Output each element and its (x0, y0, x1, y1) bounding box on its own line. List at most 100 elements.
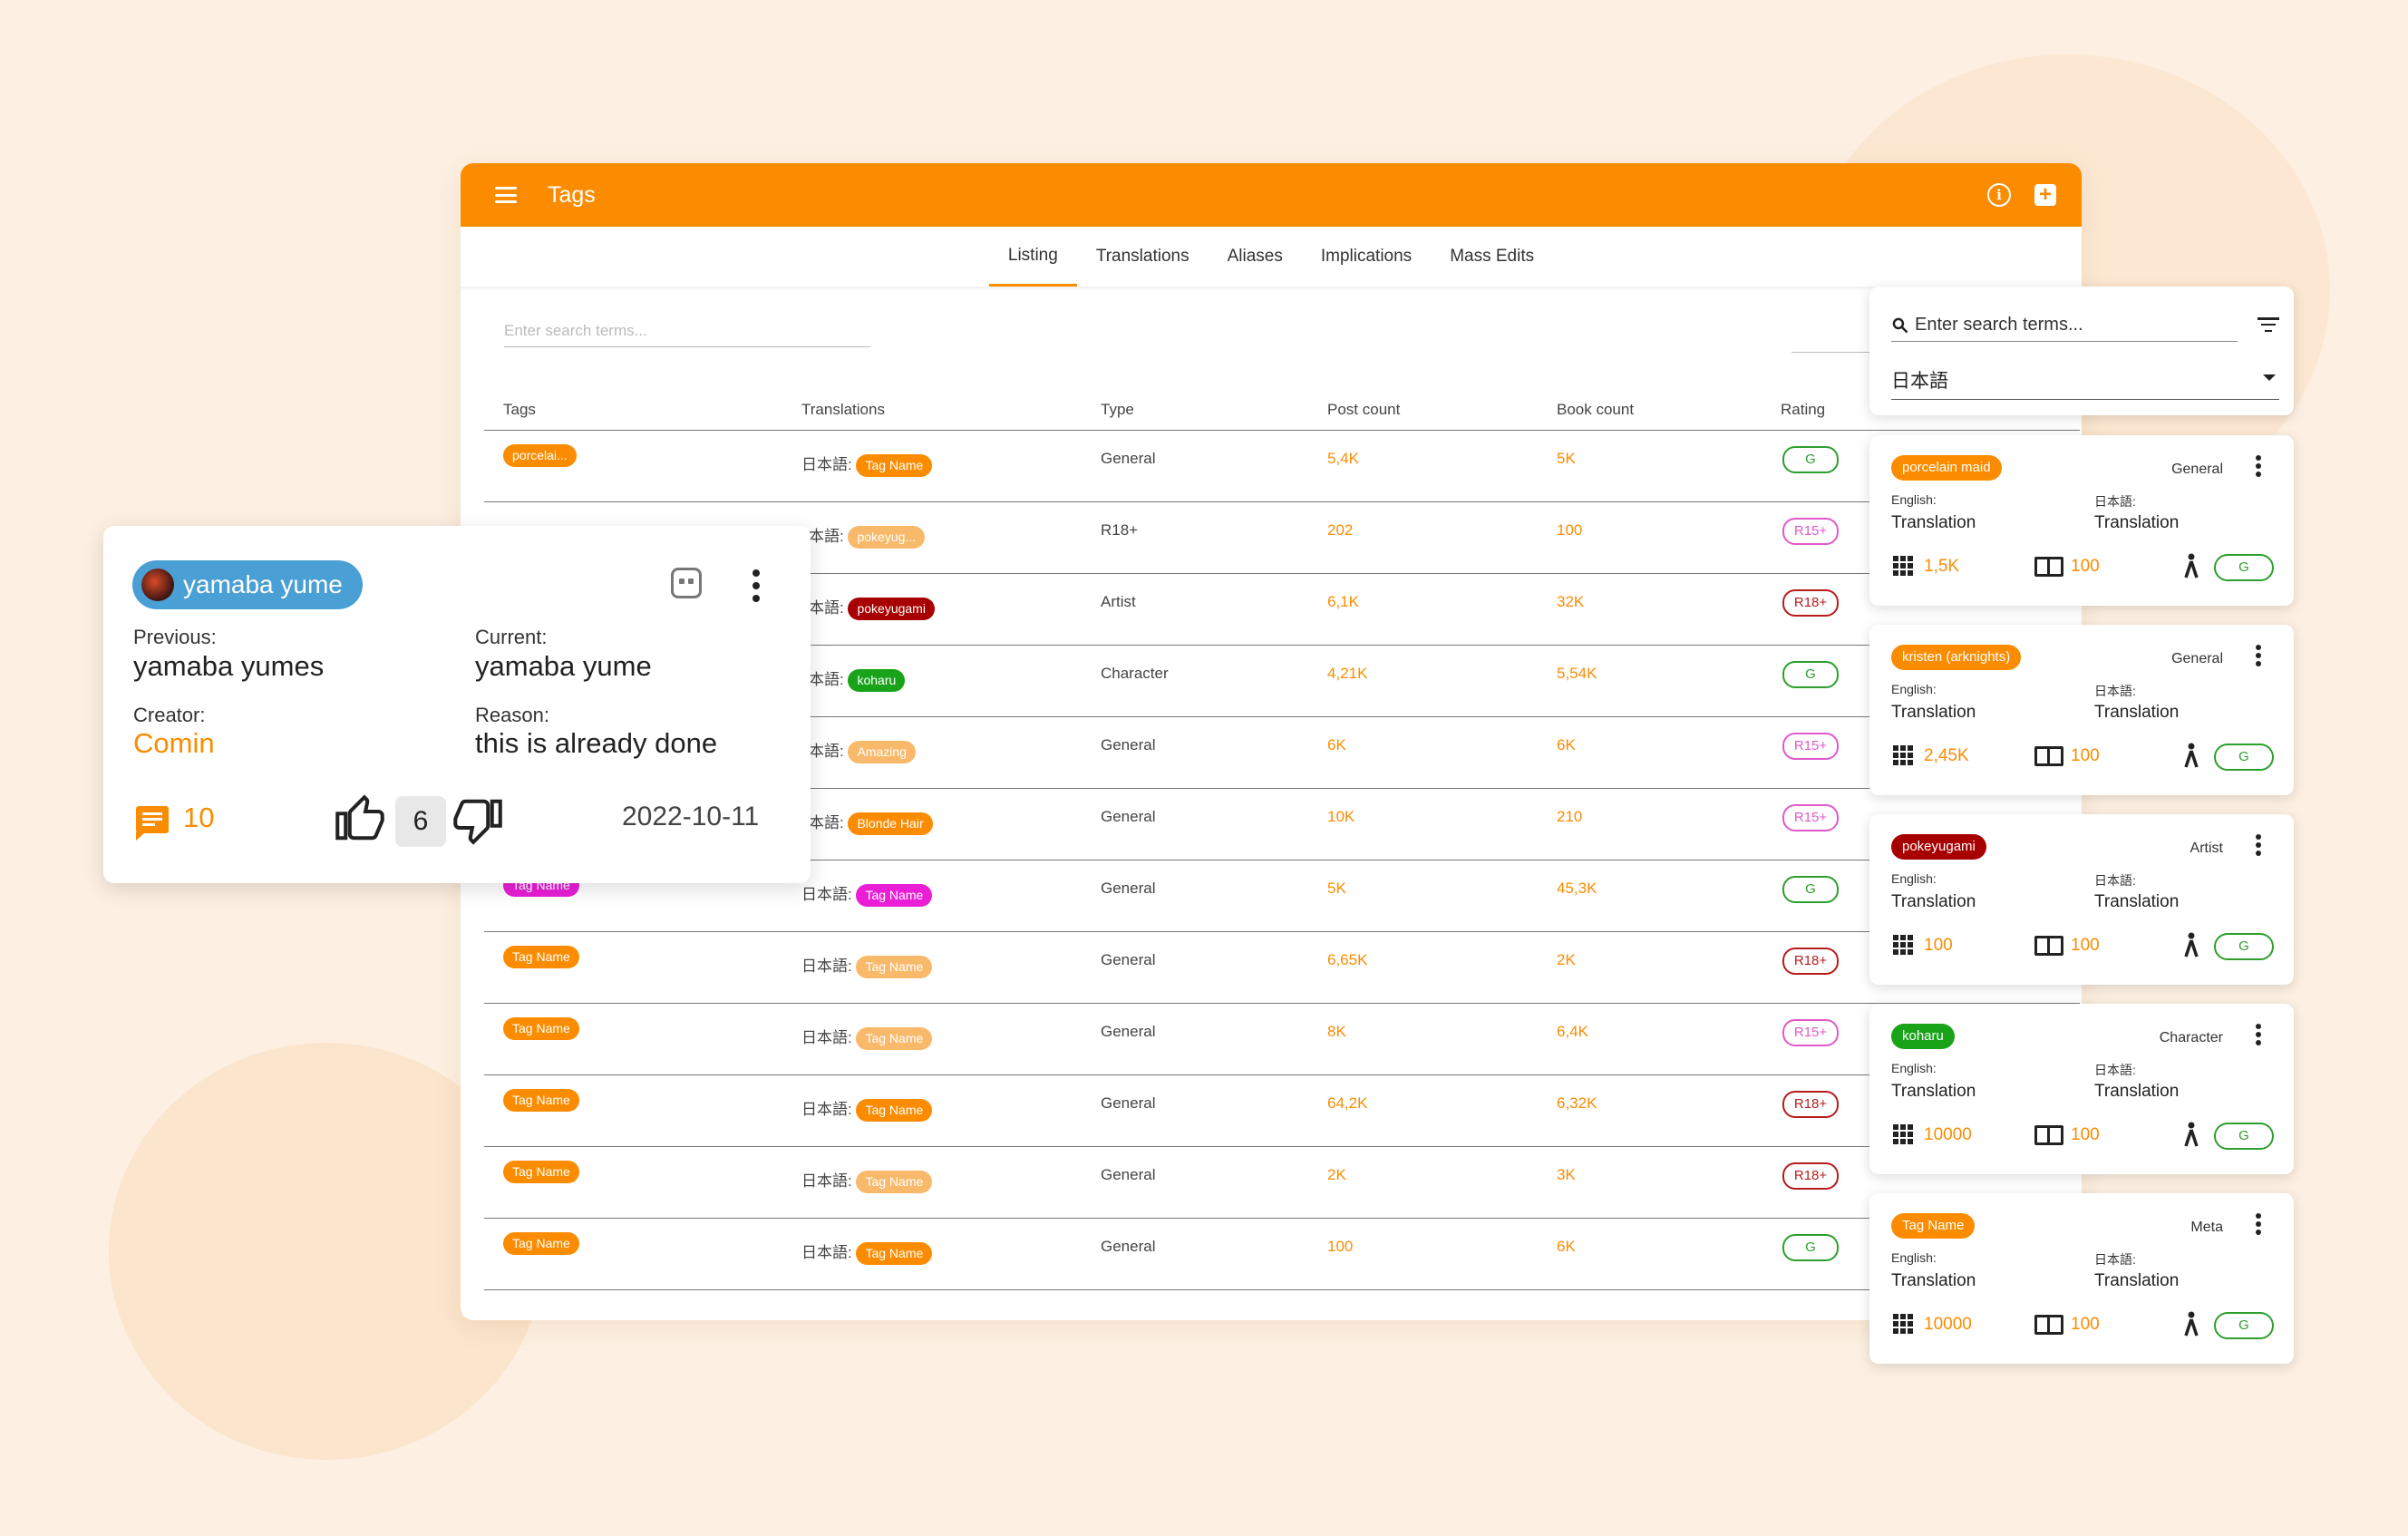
tag-category: Meta (2190, 1220, 2223, 1235)
posts-grid-icon (1893, 935, 1913, 955)
search-icon (1892, 317, 1908, 334)
translation-chip[interactable]: Tag Name (856, 454, 933, 477)
info-icon[interactable]: i (1987, 183, 2011, 207)
robot-icon[interactable] (671, 568, 702, 598)
tag-card[interactable]: Tag Name Meta English: Translation 日本語: Trans… (1869, 1193, 2294, 1364)
table-row[interactable]: 本語: Amazing General 6K 6K R15+ (461, 716, 2082, 788)
tab-mass-edits[interactable]: Mass Edits (1450, 247, 1535, 266)
more-options-icon[interactable] (2256, 645, 2261, 666)
add-box-icon[interactable]: + (2034, 184, 2056, 206)
language-label: 日本語: (801, 456, 852, 473)
search-input[interactable]: Enter search terms... (504, 322, 870, 347)
comment-icon[interactable] (136, 806, 169, 841)
user-chip[interactable]: yamaba yume (132, 560, 363, 609)
english-translation: Translation (1891, 1271, 1976, 1290)
book-count-cell: 210 (1557, 808, 1583, 825)
tag-chip[interactable]: Tag Name (1891, 1213, 1976, 1239)
tag-chip[interactable]: porcelai... (503, 444, 577, 467)
book-icon (2034, 746, 2063, 766)
column-header-book-count[interactable]: Book count (1557, 401, 1635, 418)
tab-listing[interactable]: Listing (988, 227, 1077, 287)
tag-chip[interactable]: Tag Name (503, 946, 579, 968)
table-row[interactable]: Tag Name 日本語: Tag Name General 100 6K G (461, 1218, 2082, 1289)
tag-card[interactable]: kristen (arknights) General English: Transl… (1869, 625, 2294, 795)
menu-icon[interactable] (495, 187, 517, 203)
english-translation: Translation (1891, 703, 1976, 722)
vote-count: 6 (395, 796, 446, 847)
tag-chip[interactable]: Tag Name (503, 1161, 579, 1183)
translation-chip[interactable]: pokeyug... (848, 526, 926, 549)
type-cell: General (1101, 1023, 1156, 1040)
column-header-type[interactable]: Type (1101, 401, 1134, 418)
tag-chip[interactable]: Tag Name (503, 1089, 579, 1112)
table-row[interactable]: Tag Name 日本語: Tag Name General 6,65K 2K R18+ (461, 931, 2082, 1003)
translation-chip[interactable]: Tag Name (856, 1099, 933, 1122)
column-header-post-count[interactable]: Post count (1327, 401, 1401, 418)
table-row[interactable]: 本語: pokeyugami Artist 6,1K 32K R18+ (461, 573, 2082, 645)
tag-chip[interactable]: Tag Name (503, 1017, 579, 1040)
tag-card[interactable]: porcelain maid General English: Translation… (1869, 435, 2294, 606)
translation-chip[interactable]: pokeyugami (848, 598, 935, 620)
more-options-icon[interactable] (2256, 455, 2261, 477)
more-options-icon[interactable] (2256, 834, 2261, 856)
previous-value: yamaba yumes (133, 650, 325, 682)
column-header-tags[interactable]: Tags (503, 401, 536, 418)
table-row[interactable]: porcelai... 日本語: Tag Name General 5,4K 5K G (461, 430, 2082, 501)
tag-card[interactable]: koharu Character English: Translation 日本語: Tr… (1869, 1004, 2294, 1174)
tag-card[interactable]: pokeyugami Artist English: Translation 日本語: T… (1869, 814, 2294, 985)
translation-chip[interactable]: Tag Name (856, 1242, 933, 1265)
table-row[interactable]: 本語: Blonde Hair General 10K 210 R15+ (461, 788, 2082, 860)
side-search-input[interactable]: Enter search terms... (1915, 315, 2083, 335)
tab-translations[interactable]: Translations (1095, 247, 1189, 266)
more-options-icon[interactable] (752, 569, 760, 602)
more-options-icon[interactable] (2256, 1024, 2261, 1045)
table-row[interactable]: 本語: koharu Character 4,21K 5,54K G (461, 645, 2082, 716)
tab-implications[interactable]: Implications (1320, 247, 1413, 266)
rating-cell: G (1782, 446, 1839, 473)
post-count: 10000 (1924, 1315, 1972, 1334)
tag-chip[interactable]: Tag Name (503, 1232, 579, 1255)
table-row[interactable]: 本語: pokeyug... R18+ 202 100 R15+ (461, 501, 2082, 573)
table-row[interactable]: Tag Name 日本語: Tag Name General 8K 6,4K R15+ (461, 1003, 2082, 1074)
translation-chip[interactable]: Tag Name (856, 884, 933, 907)
book-count-cell: 45,3K (1557, 880, 1597, 897)
table-row[interactable]: Tag Name 日本語: Tag Name General 64,2K 6,32K R1… (461, 1074, 2082, 1146)
rating-badge: G (2214, 554, 2274, 581)
type-cell: General (1101, 880, 1156, 897)
table-row[interactable]: Tag Name 日本語: Tag Name General 2K 3K R18+ (461, 1146, 2082, 1218)
rating-badge: G (2214, 1312, 2274, 1339)
post-count-cell: 10K (1327, 808, 1355, 825)
book-icon (2034, 1125, 2063, 1145)
filter-icon[interactable] (2258, 317, 2279, 332)
row-divider (484, 788, 2080, 789)
japanese-label: 日本語: (2094, 873, 2136, 888)
row-divider (484, 645, 2080, 646)
tag-chip[interactable]: porcelain maid (1891, 455, 2002, 481)
thumb-up-icon[interactable] (335, 794, 384, 845)
column-header-rating[interactable]: Rating (1781, 401, 1826, 418)
translation-cell: 本語: koharu (809, 666, 906, 692)
creator-link[interactable]: Comin (133, 727, 215, 759)
tag-chip[interactable]: koharu (1891, 1024, 1955, 1049)
translation-chip[interactable]: Tag Name (856, 1027, 933, 1050)
tag-chip[interactable]: pokeyugami (1891, 834, 1986, 860)
language-label: 日本語: (801, 886, 852, 903)
translation-chip[interactable]: Tag Name (856, 1171, 933, 1193)
column-header-translations[interactable]: Translations (801, 401, 885, 418)
thumb-down-icon[interactable] (453, 794, 502, 845)
post-count-cell: 2K (1327, 1166, 1346, 1183)
translation-chip[interactable]: Tag Name (856, 956, 933, 978)
translation-chip[interactable]: Blonde Hair (848, 812, 933, 835)
book-count: 100 (2071, 1125, 2100, 1144)
language-select[interactable]: 日本語 (1891, 366, 2279, 400)
more-options-icon[interactable] (2256, 1213, 2261, 1235)
person-icon (2184, 553, 2199, 578)
tag-chip[interactable]: kristen (arknights) (1891, 645, 2022, 670)
language-label: 日本語: (801, 1029, 852, 1046)
reason-label: Reason: (475, 704, 549, 726)
post-count-cell: 100 (1327, 1238, 1354, 1255)
tab-aliases[interactable]: Aliases (1227, 247, 1283, 266)
translation-chip[interactable]: koharu (848, 669, 906, 692)
translation-chip[interactable]: Amazing (848, 741, 916, 763)
rating-cell: R15+ (1782, 733, 1839, 760)
